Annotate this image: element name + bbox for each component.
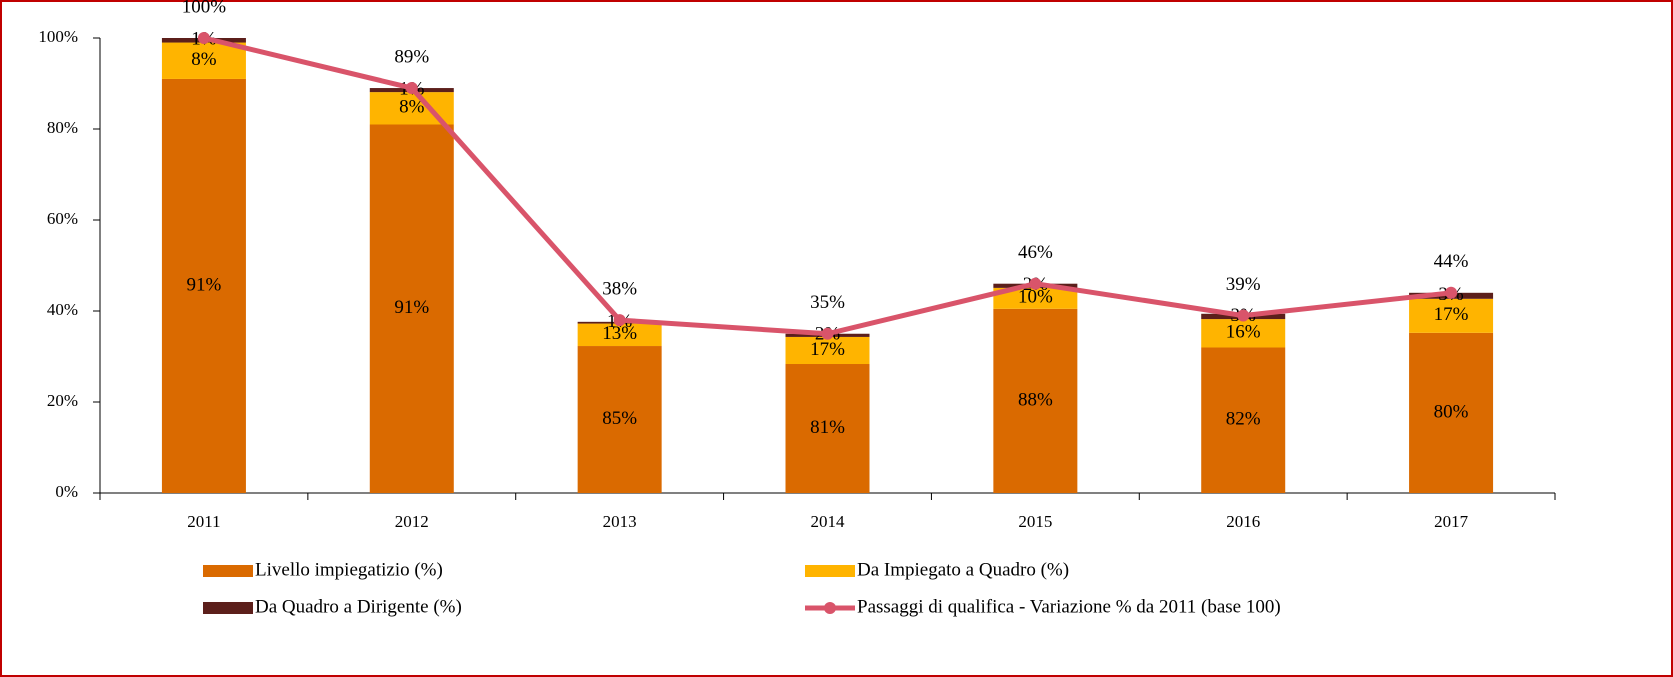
line-value-label: 35% <box>810 292 845 313</box>
bar-segment <box>577 323 662 347</box>
x-tick-label: 2017 <box>1434 512 1469 531</box>
y-tick-label: 0% <box>55 482 78 501</box>
bar-value-label: 82% <box>1226 409 1261 430</box>
line-value-label: 39% <box>1226 274 1261 295</box>
legend-marker <box>824 602 836 614</box>
line-value-label: 89% <box>394 46 429 67</box>
x-tick-label: 2016 <box>1226 512 1260 531</box>
line-marker <box>1029 277 1042 290</box>
y-tick-label: 60% <box>47 209 78 228</box>
legend-swatch <box>203 565 253 577</box>
bar-segment <box>993 287 1078 309</box>
bar-segment <box>785 336 870 365</box>
line-marker <box>1445 286 1458 299</box>
y-tick-label: 100% <box>38 27 78 46</box>
legend-label: Livello impiegatizio (%) <box>255 559 443 580</box>
x-tick-label: 2014 <box>811 512 846 531</box>
line-marker <box>405 82 418 95</box>
bar-value-label: 17% <box>1434 304 1469 325</box>
y-tick-label: 80% <box>47 118 78 137</box>
legend-label: Da Impiegato a Quadro (%) <box>857 559 1069 580</box>
x-tick-label: 2011 <box>187 512 220 531</box>
legend-swatch <box>805 565 855 577</box>
bar-value-label: 8% <box>191 49 217 70</box>
bar-segment <box>577 346 662 493</box>
bar-value-label: 91% <box>187 274 222 295</box>
x-tick-label: 2013 <box>603 512 637 531</box>
bar-segment <box>1409 332 1494 493</box>
line-marker <box>821 327 834 340</box>
line-marker <box>613 314 626 327</box>
bar-segment <box>993 308 1078 493</box>
bar-segment <box>161 78 246 493</box>
bar-value-label: 10% <box>1018 287 1053 308</box>
legend-label: Passaggi di qualifica - Variazione % da … <box>857 596 1281 617</box>
y-tick-label: 40% <box>47 300 78 319</box>
bar-value-label: 80% <box>1434 401 1469 422</box>
bar-value-label: 88% <box>1018 389 1053 410</box>
bar-segment <box>1201 319 1286 348</box>
line-value-label: 100% <box>182 0 227 17</box>
line-value-label: 46% <box>1018 242 1053 263</box>
legend-label: Da Quadro a Dirigente (%) <box>255 596 462 617</box>
line-value-label: 38% <box>602 278 637 299</box>
x-tick-label: 2012 <box>395 512 429 531</box>
bar-segment <box>785 364 870 493</box>
bar-value-label: 85% <box>602 408 637 429</box>
bar-value-label: 81% <box>810 417 845 438</box>
bar-value-label: 17% <box>810 339 845 360</box>
bar-value-label: 8% <box>399 97 425 118</box>
bar-value-label: 16% <box>1226 322 1261 343</box>
bar-segment <box>1409 298 1494 333</box>
bar-value-label: 13% <box>602 323 637 344</box>
y-tick-label: 20% <box>47 391 78 410</box>
legend-swatch <box>203 602 253 614</box>
line-marker <box>197 32 210 44</box>
x-tick-label: 2015 <box>1018 512 1052 531</box>
bar-segment <box>1201 347 1286 493</box>
line-value-label: 44% <box>1434 251 1469 272</box>
bar-segment <box>369 124 454 494</box>
line-marker <box>1237 309 1250 322</box>
bar-value-label: 91% <box>394 297 429 318</box>
bar-segment <box>161 42 246 79</box>
